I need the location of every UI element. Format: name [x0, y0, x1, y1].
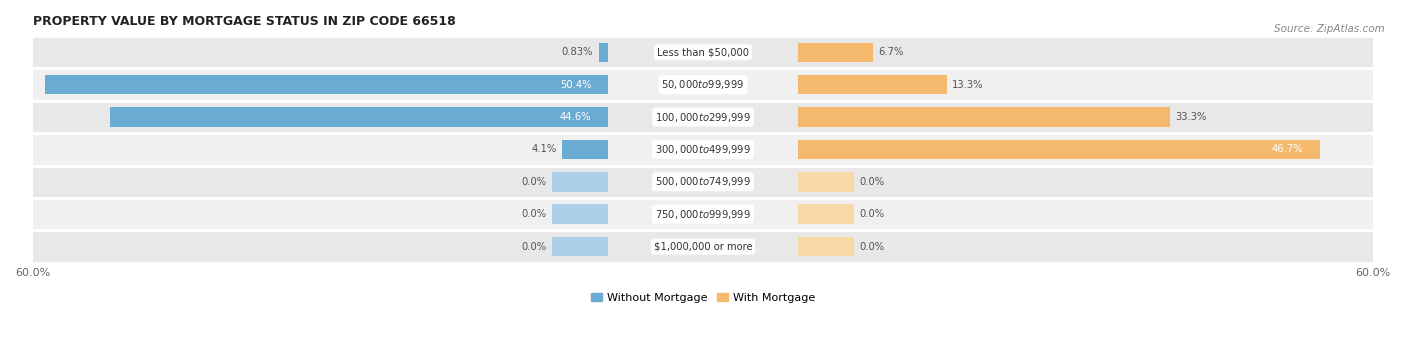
Text: $750,000 to $999,999: $750,000 to $999,999 — [655, 208, 751, 221]
Bar — [799, 75, 946, 95]
Bar — [32, 133, 1374, 166]
Bar — [799, 42, 873, 62]
Bar — [32, 36, 1374, 68]
Text: $100,000 to $299,999: $100,000 to $299,999 — [655, 110, 751, 123]
Text: 13.3%: 13.3% — [952, 80, 984, 90]
Bar — [553, 172, 607, 191]
Bar — [799, 107, 1170, 127]
Text: $300,000 to $499,999: $300,000 to $499,999 — [655, 143, 751, 156]
Bar — [799, 204, 853, 224]
Text: Less than $50,000: Less than $50,000 — [657, 47, 749, 57]
Text: $500,000 to $749,999: $500,000 to $749,999 — [655, 175, 751, 188]
Bar — [799, 140, 1320, 159]
Bar — [599, 42, 607, 62]
Text: 0.0%: 0.0% — [859, 177, 884, 187]
Text: 0.0%: 0.0% — [522, 242, 547, 252]
Text: 46.7%: 46.7% — [1271, 144, 1303, 154]
Bar — [110, 107, 607, 127]
Text: $1,000,000 or more: $1,000,000 or more — [654, 242, 752, 252]
Text: 0.0%: 0.0% — [859, 209, 884, 219]
Bar — [562, 140, 607, 159]
Bar — [32, 198, 1374, 231]
Text: 0.0%: 0.0% — [522, 177, 547, 187]
Bar — [32, 231, 1374, 263]
Text: Source: ZipAtlas.com: Source: ZipAtlas.com — [1274, 24, 1385, 34]
Bar — [799, 172, 853, 191]
Bar — [32, 166, 1374, 198]
Bar — [553, 237, 607, 256]
Text: PROPERTY VALUE BY MORTGAGE STATUS IN ZIP CODE 66518: PROPERTY VALUE BY MORTGAGE STATUS IN ZIP… — [32, 15, 456, 28]
Legend: Without Mortgage, With Mortgage: Without Mortgage, With Mortgage — [586, 288, 820, 307]
Text: 0.0%: 0.0% — [522, 209, 547, 219]
Bar — [32, 68, 1374, 101]
Text: 0.0%: 0.0% — [859, 242, 884, 252]
Text: 4.1%: 4.1% — [531, 144, 557, 154]
Bar — [45, 75, 607, 95]
Bar — [799, 237, 853, 256]
Text: 6.7%: 6.7% — [879, 47, 904, 57]
Bar — [32, 101, 1374, 133]
Text: 50.4%: 50.4% — [560, 80, 592, 90]
Text: 0.83%: 0.83% — [562, 47, 593, 57]
Text: 44.6%: 44.6% — [560, 112, 592, 122]
Text: $50,000 to $99,999: $50,000 to $99,999 — [661, 78, 745, 91]
Bar — [553, 204, 607, 224]
Text: 33.3%: 33.3% — [1175, 112, 1206, 122]
